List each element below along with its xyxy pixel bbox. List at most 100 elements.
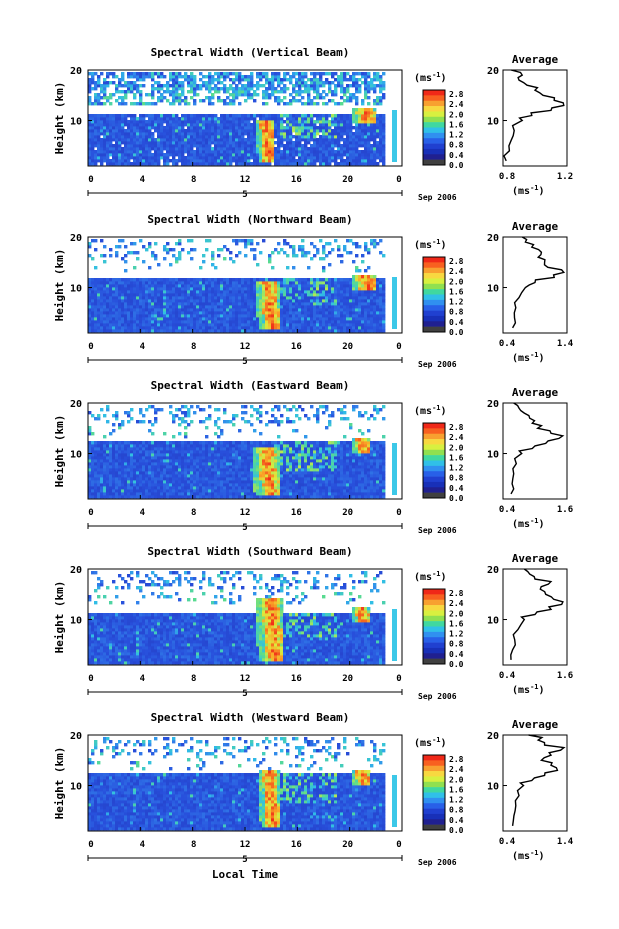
heatmap-cell [352,308,356,312]
heatmap-cell [136,456,140,460]
heatmap-cell [331,81,335,85]
heatmap-cell [238,251,242,255]
heatmap-cell [103,302,107,306]
heatmap-cell [139,441,143,445]
heatmap-cell [121,492,125,496]
heatmap-cell [358,117,362,121]
heatmap-cell [379,290,383,294]
heatmap-cell [199,317,203,321]
heatmap-cell [313,254,317,258]
heatmap-cell [184,114,188,118]
heatmap-cell [319,75,323,79]
heatmap-cell [115,308,119,312]
heatmap-cell [316,156,320,160]
heatmap-cell [175,99,179,103]
heatmap-cell [373,147,377,151]
heatmap-cell [193,117,197,121]
heatmap-cell [256,138,260,142]
heatmap-cell [235,87,239,91]
heatmap-cell [88,102,92,106]
heatmap-cell [238,305,242,309]
heatmap-cell [334,87,338,91]
heatmap-cell [163,147,167,151]
heatmap-cell [151,159,155,163]
heatmap-cell [271,120,275,124]
heatmap-cell [166,87,170,91]
heatmap-cell [175,87,179,91]
heatmap-cell [265,141,269,145]
heatmap-cell [241,159,245,163]
heatmap-cell [130,477,134,481]
heatmap-cell [331,326,335,330]
heatmap-cell [118,293,122,297]
heatmap-cell [151,495,155,499]
heatmap-cell [256,84,260,88]
heatmap-cell [142,311,146,315]
heatmap-cell [97,281,101,285]
heatmap-cell [226,75,230,79]
heatmap-cell [289,305,293,309]
heatmap-cell [364,153,368,157]
heatmap-cell [166,159,170,163]
heatmap-cell [277,129,281,133]
heatmap-cell [106,117,110,121]
heatmap-cell [220,153,224,157]
heatmap-cell [130,117,134,121]
heatmap-cell [286,302,290,306]
heatmap-cell [286,144,290,148]
heatmap-cell [244,287,248,291]
heatmap-cell [220,293,224,297]
heatmap-cell [106,320,110,324]
heatmap-cell [124,495,128,499]
heatmap-cell [154,257,158,261]
heatmap-cell [283,251,287,255]
heatmap-cell [139,132,143,136]
heatmap-cell [115,147,119,151]
heatmap-cell [355,314,359,318]
heatmap-cell [172,90,176,94]
heatmap-cell [172,162,176,166]
heatmap-cell [154,296,158,300]
heatmap-cell [295,84,299,88]
heatmap-cell [364,308,368,312]
heatmap-cell [313,96,317,100]
heatmap-cell [139,239,143,243]
heatmap-cell [376,281,380,285]
heatmap-cell [94,102,98,106]
heatmap-cell [157,84,161,88]
heatmap-cell [178,239,182,243]
heatmap-cell [310,311,314,315]
heatmap-cell [346,156,350,160]
heatmap-cell [238,90,242,94]
heatmap-cell [106,144,110,148]
heatmap-cell [223,147,227,151]
heatmap-cell [355,90,359,94]
heatmap-cell [298,72,302,76]
heatmap-cell [370,299,374,303]
heatmap-cell [91,317,95,321]
heatmap-cell [121,447,125,451]
heatmap-cell [157,281,161,285]
heatmap-cell [151,483,155,487]
x-tick-label: 16 [291,175,302,185]
heatmap-cell [367,108,371,112]
heatmap-cell [265,75,269,79]
heatmap-cell [139,408,143,412]
heatmap-cell [364,117,368,121]
x-tick-label: 0 [396,175,401,185]
heatmap-cell [172,293,176,297]
heatmap-cell [154,156,158,160]
heatmap-cell [199,326,203,330]
heatmap-cell [211,150,215,154]
heatmap-cell [286,293,290,297]
heatmap-cell [247,159,251,163]
heatmap-cell [241,317,245,321]
heatmap-cell [253,147,257,151]
heatmap-cell [259,75,263,79]
heatmap-cell [370,293,374,297]
heatmap-cell [88,287,92,291]
heatmap-cell [133,317,137,321]
heatmap-cell [334,320,338,324]
heatmap-cell [151,459,155,463]
heatmap-cell [103,117,107,121]
